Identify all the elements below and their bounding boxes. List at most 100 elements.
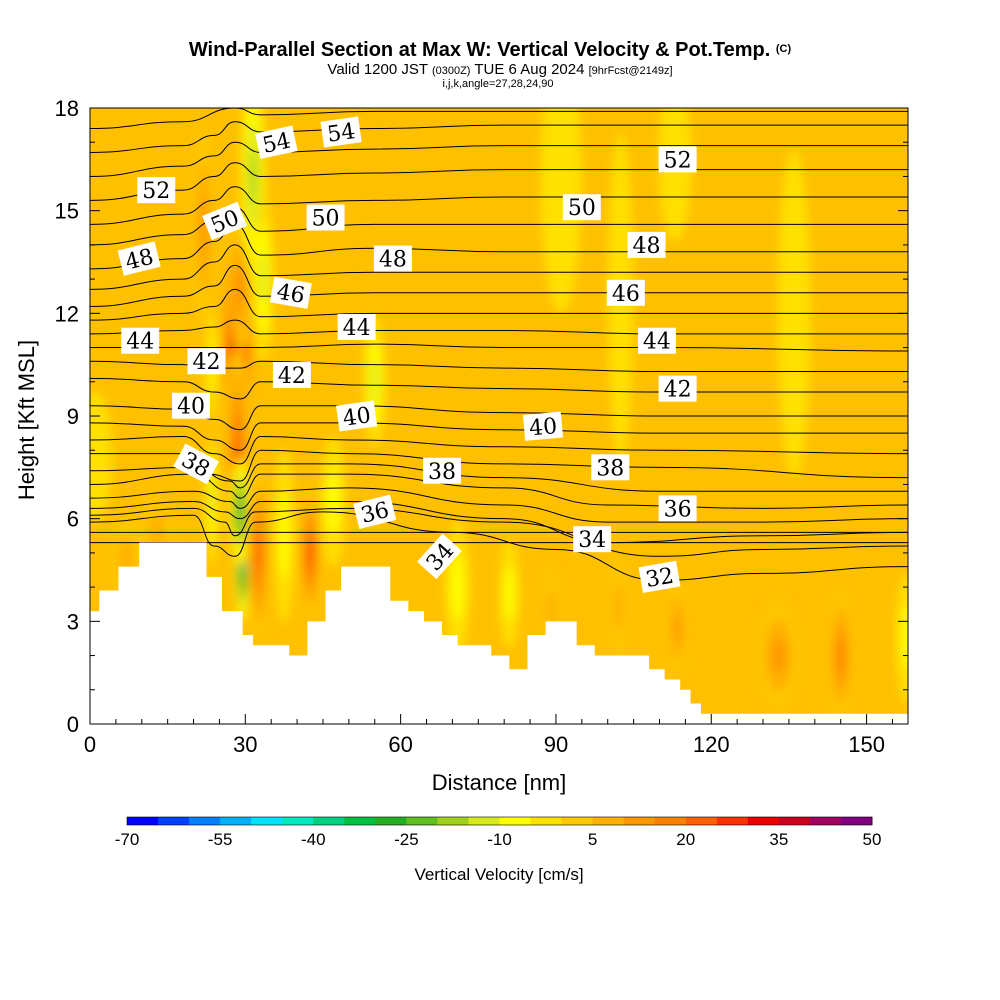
- contour-label-box: [573, 526, 612, 553]
- contour-label-text: 48: [379, 248, 407, 273]
- contour-label-text: 46: [612, 282, 640, 307]
- isentrope-line: [90, 244, 908, 290]
- velocity-contour-band: [901, 605, 908, 672]
- colorbar-title: Vertical Velocity [cm/s]: [414, 865, 583, 884]
- velocity-feature: [499, 539, 520, 649]
- contour-label-text: 42: [664, 378, 692, 403]
- contour-label: 54: [320, 116, 362, 148]
- velocity-feature: [253, 196, 274, 362]
- contour-label: 40: [336, 400, 378, 432]
- colorbar-tick-label: -40: [301, 830, 326, 849]
- velocity-contour-band: [540, 108, 582, 314]
- colorbar-swatch: [158, 817, 190, 825]
- contour-label-box: [417, 533, 462, 580]
- contour-label: 40: [522, 411, 564, 441]
- x-tick-label: 0: [84, 732, 96, 757]
- colorbar-swatch: [406, 817, 438, 825]
- velocity-contour-band: [658, 108, 692, 242]
- contour-label-box: [272, 361, 311, 388]
- contour-label: 50: [562, 194, 601, 221]
- contour-label-box: [606, 279, 645, 306]
- velocity-contour-band: [237, 269, 243, 303]
- colorbar-tick-label: -25: [394, 830, 419, 849]
- colorbar-swatch: [809, 817, 842, 825]
- contour-label: 32: [638, 560, 681, 593]
- contour-label-box: [337, 314, 376, 341]
- isentrope-line: [90, 141, 908, 177]
- isentrope-line: [90, 108, 908, 130]
- y-tick-label: 15: [55, 199, 79, 224]
- velocity-contour-band: [238, 504, 242, 520]
- colorbar-swatch: [437, 817, 469, 825]
- contour-label-text: 36: [664, 497, 692, 522]
- contour-label: 42: [187, 348, 226, 375]
- contour-label-text: 48: [633, 234, 661, 259]
- colorbar-tick-label: -55: [208, 830, 233, 849]
- colorbar-tick-label: -10: [487, 830, 512, 849]
- velocity-contour-band: [674, 611, 681, 645]
- contour-label: 46: [269, 276, 312, 309]
- y-tick-label: 6: [67, 507, 79, 532]
- velocity-feature: [246, 465, 270, 641]
- contour-label-text: 38: [428, 460, 456, 485]
- y-tick-label: 9: [67, 404, 79, 429]
- contour-label-text: 42: [192, 350, 220, 375]
- velocity-contour-band: [90, 391, 112, 523]
- chart-title: Wind-Parallel Section at Max W: Vertical…: [189, 39, 792, 61]
- colorbar-swatch: [747, 817, 780, 825]
- contour-label-box: [637, 327, 676, 354]
- velocity-contour-band: [837, 639, 844, 672]
- contour-label: 52: [658, 146, 697, 173]
- contour-label: 42: [272, 361, 311, 389]
- y-tick-label: 0: [67, 712, 79, 737]
- velocity-contour-band: [504, 566, 515, 622]
- isentrope-line: [90, 288, 908, 321]
- velocity-contour-band: [308, 541, 312, 564]
- colorbar: -70 -55 -40 -25 -10 5 20 35 50: [115, 816, 882, 849]
- colorbar-swatch: [654, 817, 687, 825]
- contour-label-box: [373, 245, 412, 272]
- y-tick-label: 18: [55, 96, 79, 121]
- contour-label: 44: [121, 327, 160, 355]
- colorbar-swatch: [468, 817, 500, 825]
- colorbar-tick-label: 5: [588, 830, 597, 849]
- contour-label-box: [137, 177, 176, 204]
- contour-label-box: [658, 146, 697, 173]
- colorbar-swatch: [561, 817, 594, 825]
- contour-label-text: 32: [644, 564, 676, 593]
- y-axis-label: Height [Kft MSL]: [14, 340, 39, 500]
- contour-label: 48: [627, 231, 666, 259]
- x-tick-label: 90: [544, 732, 568, 757]
- y-tick-label: 3: [67, 609, 79, 634]
- contour-label-text: 50: [312, 207, 340, 232]
- isentrope-line: [90, 186, 908, 225]
- colorbar-swatch: [716, 817, 749, 825]
- colorbar-swatch: [623, 817, 656, 825]
- contour-label-text: 50: [568, 196, 596, 221]
- velocity-feature: [300, 487, 320, 619]
- colorbar-swatch: [840, 817, 873, 825]
- contour-label-text: 44: [343, 316, 371, 341]
- contour-label-box: [591, 454, 630, 481]
- contour-label: 38: [591, 454, 630, 481]
- x-axis: 0 30 60 90 120 150: [84, 714, 893, 757]
- velocity-contour-band: [771, 637, 786, 674]
- velocity-feature: [658, 108, 692, 242]
- chart-subtitle-indices: i,j,k,angle=27,28,24,90: [442, 78, 553, 90]
- colorbar-tick-label: 50: [863, 830, 882, 849]
- velocity-feature: [667, 578, 688, 678]
- contour-label-text: 54: [326, 119, 357, 148]
- contour-label: 34: [573, 526, 612, 553]
- colorbar-swatch: [220, 817, 252, 825]
- chart-subtitle: Valid 1200 JST (0300Z) TUE 6 Aug 2024 [9…: [327, 61, 672, 78]
- colorbar-swatch: [375, 817, 407, 825]
- contour-label: 44: [337, 314, 376, 341]
- x-axis-label: Distance [nm]: [432, 770, 567, 795]
- velocity-feature: [540, 108, 582, 314]
- contour-label: 44: [637, 327, 676, 355]
- contour-label-box: [658, 495, 697, 522]
- colorbar-frame: [126, 816, 873, 826]
- contour-label: 48: [373, 245, 412, 273]
